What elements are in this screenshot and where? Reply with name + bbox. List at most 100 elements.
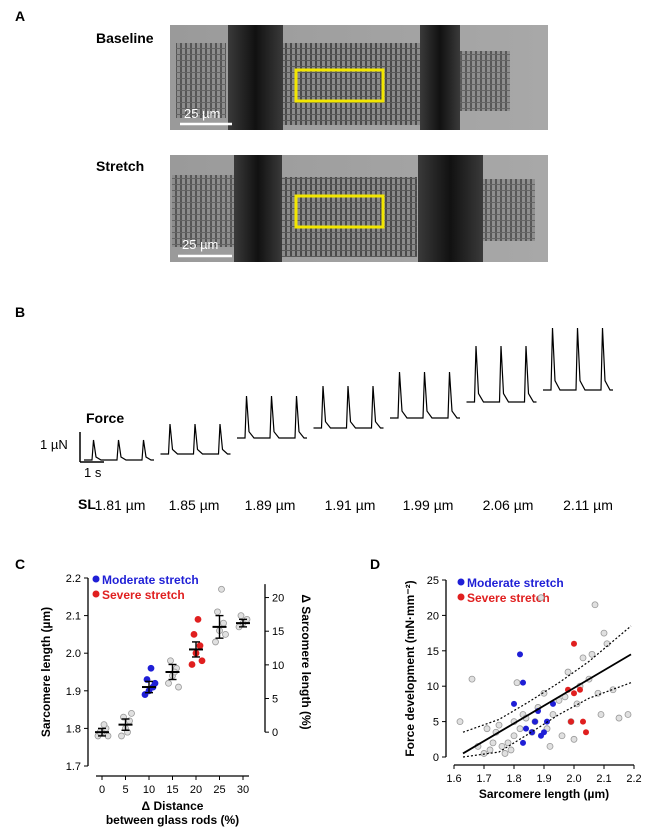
stretch-scalebar-label: 25 µm: [182, 237, 218, 252]
d-data-point-gray: [507, 746, 515, 754]
d-data-point-gray: [498, 742, 506, 750]
c-x-tick-label: 0: [99, 784, 105, 796]
d-data-point-moderate: [532, 718, 538, 725]
d-legend-label: Severe stretch: [467, 591, 550, 605]
c-data-point: [118, 732, 125, 740]
c-x-label-line2: between glass rods (%): [106, 813, 239, 827]
stretch-title: Stretch: [96, 158, 145, 174]
d-data-point-gray: [570, 735, 578, 743]
d-y-tick-label: 20: [427, 610, 439, 622]
c-data-point: [167, 657, 174, 665]
d-data-point-gray: [516, 725, 524, 733]
d-data-point-severe: [568, 718, 574, 725]
time-scale-label: 1 s: [84, 465, 102, 480]
d-x-label: Sarcomere length (µm): [479, 787, 609, 801]
force-trace-segment: [466, 345, 537, 403]
c-data-point: [190, 631, 198, 638]
force-trace-segment: [237, 395, 307, 439]
d-data-point-moderate: [550, 700, 556, 707]
d-data-point-gray: [558, 732, 566, 740]
d-legend-label: Moderate stretch: [467, 576, 564, 590]
c-x-tick-label: 25: [213, 784, 225, 796]
d-y-label: Force development (mN·mm⁻²): [403, 580, 417, 756]
c-data-point: [165, 679, 172, 687]
d-x-tick-label: 2.1: [596, 773, 611, 785]
d-x-tick-label: 1.6: [446, 773, 461, 785]
c-data-point: [188, 661, 196, 668]
c-y2-tick-label: 10: [272, 660, 284, 672]
d-x-tick-label: 2.2: [626, 773, 641, 785]
c-y2-tick-label: 0: [272, 727, 278, 739]
d-data-point-severe: [571, 640, 577, 647]
c-y-tick-label: 1.7: [66, 761, 81, 773]
force-trace-segment: [84, 439, 154, 461]
d-data-point-moderate: [511, 700, 517, 707]
d-data-point-moderate: [523, 725, 529, 732]
d-data-point-gray: [480, 750, 488, 757]
c-data-point: [218, 585, 225, 593]
d-fit-line: [462, 653, 632, 755]
panel-d-label: D: [370, 556, 381, 572]
d-x-tick-label: 2.0: [566, 773, 581, 785]
force-trace-chart: [79, 327, 613, 463]
d-data-point-gray: [495, 721, 503, 729]
d-data-point-moderate: [520, 739, 526, 746]
d-y-tick-label: 25: [427, 575, 439, 587]
sl-value-label: 1.99 µm: [402, 497, 454, 513]
d-data-point-gray: [564, 668, 572, 676]
d-data-point-moderate: [541, 729, 547, 736]
d-y-tick-label: 0: [433, 752, 439, 764]
c-y-label: Sarcomere length (µm): [39, 607, 53, 737]
d-legend-marker: [457, 593, 465, 601]
panel-b-label: B: [15, 304, 26, 320]
d-data-point-gray: [510, 732, 518, 740]
c-y-tick-label: 2.2: [66, 573, 81, 585]
c-legend-marker: [92, 590, 100, 598]
d-data-point-gray: [501, 750, 509, 757]
force-label: Force: [86, 410, 125, 426]
d-data-point-gray: [504, 739, 512, 747]
c-data-point: [100, 721, 108, 729]
c-x-label: Δ Distance: [142, 799, 204, 813]
force-trace-segment: [543, 327, 613, 391]
c-data-point: [175, 683, 182, 691]
d-data-point-gray: [468, 675, 476, 683]
d-data-point-moderate: [517, 651, 523, 658]
c-x-tick-label: 30: [237, 784, 249, 796]
d-data-point-gray: [579, 654, 587, 662]
c-y-tick-label: 2.1: [66, 611, 81, 623]
sl-label: SL: [78, 496, 96, 512]
d-data-point-gray: [597, 711, 605, 718]
d-x-tick-label: 1.8: [506, 773, 521, 785]
c-y-tick-label: 1.8: [66, 723, 81, 735]
sl-value-label: 2.06 µm: [482, 497, 534, 513]
force-trace-segment: [390, 371, 460, 419]
d-data-point-gray: [600, 629, 608, 637]
c-x-tick-label: 10: [143, 784, 155, 796]
c-data-point: [147, 664, 155, 672]
d-ci-lower: [462, 682, 632, 758]
stretch-micrograph: 25 µm: [170, 155, 548, 262]
c-data-point: [196, 642, 204, 650]
d-data-point-gray: [456, 718, 464, 726]
d-data-point-gray: [489, 739, 497, 747]
c-x-tick-label: 15: [166, 784, 178, 796]
d-data-point-gray: [624, 711, 632, 718]
c-data-point: [128, 709, 135, 717]
c-data-point: [222, 631, 229, 638]
sl-value-label: 1.85 µm: [168, 497, 220, 513]
force-trace-segment: [160, 423, 231, 455]
d-data-point-severe: [571, 690, 577, 697]
stretch-roi-box: [294, 194, 385, 229]
d-data-point-gray: [546, 742, 554, 750]
sl-value-label: 1.81 µm: [94, 497, 146, 513]
d-legend-marker: [457, 578, 465, 586]
d-data-point-gray: [486, 746, 494, 754]
c-y-tick-label: 2.0: [66, 648, 81, 660]
force-vs-sl-chart: 0 5 10 15 20 25 1.6 1.7 1.8 1.9 2.0 2.1 2.2 Sarcomere…: [403, 575, 642, 801]
d-data-point-moderate: [520, 679, 526, 686]
c-x-tick-label: 20: [190, 784, 202, 796]
sl-value-label: 2.11 µm: [563, 497, 613, 513]
d-data-point-gray: [615, 714, 623, 722]
force-scale-label: 1 µN: [40, 437, 68, 452]
